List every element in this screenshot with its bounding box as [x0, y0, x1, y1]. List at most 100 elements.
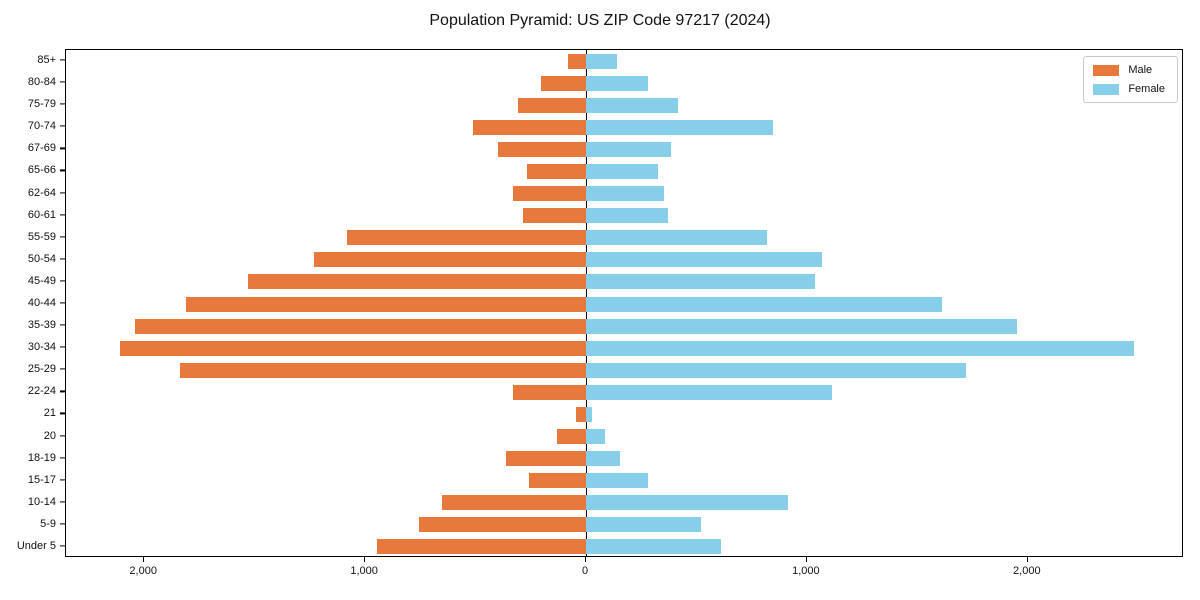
female-bar-62-64 [586, 186, 665, 202]
y-tick-label-21: 21 [43, 407, 56, 420]
female-bar-25-29 [586, 362, 966, 378]
y-tick-label-18-19: 18-19 [27, 451, 56, 464]
y-tick-mark [60, 191, 65, 194]
y-tick-mark [60, 412, 65, 415]
y-tick-mark [60, 258, 65, 260]
male-bar-30-34 [119, 340, 586, 356]
male-bar-15-17 [528, 473, 586, 489]
y-tick-label-Under 5: Under 5 [16, 539, 56, 552]
y-tick-mark [60, 236, 65, 238]
y-tick-mark [60, 434, 65, 437]
y-tick-mark [60, 81, 65, 83]
legend: Male Female [1083, 56, 1178, 103]
male-bar-80-84 [540, 75, 586, 91]
y-tick-mark [60, 523, 65, 525]
female-bar-Under 5 [586, 539, 721, 555]
male-bar-45-49 [248, 274, 586, 290]
y-tick-label-62-64: 62-64 [27, 186, 56, 199]
female-bar-67-69 [586, 141, 672, 157]
legend-female-swatch-icon [1093, 83, 1120, 95]
x-tick-label-2000: 2,000 [1013, 565, 1041, 577]
y-tick-label-15-17: 15-17 [27, 473, 56, 486]
female-bar-20 [586, 429, 605, 445]
y-tick-label-75-79: 75-79 [27, 98, 56, 111]
y-tick-label-10-14: 10-14 [27, 495, 56, 508]
male-bar-22-24 [513, 384, 586, 400]
female-bar-80-84 [586, 75, 648, 91]
y-tick-label-55-59: 55-59 [27, 230, 56, 243]
female-bar-55-59 [586, 230, 768, 246]
male-bar-21 [576, 406, 586, 422]
y-tick-mark [60, 346, 65, 348]
y-tick-mark [60, 545, 65, 547]
x-tick-mark [1026, 557, 1028, 562]
legend-female-label: Female [1128, 83, 1165, 95]
male-bar-67-69 [497, 141, 586, 157]
female-bar-30-34 [586, 340, 1134, 356]
male-bar-18-19 [506, 451, 586, 467]
y-tick-label-30-34: 30-34 [27, 341, 56, 354]
female-bar-50-54 [586, 252, 823, 268]
y-tick-label-25-29: 25-29 [27, 363, 56, 376]
y-tick-label-70-74: 70-74 [27, 120, 56, 133]
x-tick-label--2000: 2,000 [129, 565, 157, 577]
female-bar-15-17 [586, 473, 648, 489]
male-bar-75-79 [517, 97, 586, 113]
female-bar-5-9 [586, 517, 701, 533]
female-bar-22-24 [586, 384, 833, 400]
y-tick-label-45-49: 45-49 [27, 274, 56, 287]
male-bar-25-29 [179, 362, 586, 378]
male-bar-70-74 [473, 119, 586, 135]
y-tick-mark [60, 368, 65, 370]
male-bar-85+ [568, 53, 586, 69]
female-bar-35-39 [586, 318, 1017, 334]
y-tick-mark [60, 125, 65, 127]
y-tick-label-67-69: 67-69 [27, 142, 56, 155]
y-tick-label-35-39: 35-39 [27, 319, 56, 332]
female-bar-70-74 [586, 119, 773, 135]
y-tick-label-60-61: 60-61 [27, 208, 56, 221]
female-bar-40-44 [586, 296, 942, 312]
female-bar-60-61 [586, 208, 668, 224]
x-tick-label--1000: 1,000 [350, 565, 378, 577]
male-bar-35-39 [135, 318, 586, 334]
female-bar-85+ [586, 53, 617, 69]
male-bar-65-66 [527, 163, 586, 179]
y-tick-label-50-54: 50-54 [27, 252, 56, 265]
x-tick-label-0: 0 [581, 565, 589, 577]
male-bar-50-54 [314, 252, 586, 268]
x-tick-mark [805, 557, 808, 562]
y-tick-mark [60, 457, 65, 459]
legend-entry-female: Female [1093, 83, 1165, 95]
x-tick-mark [364, 557, 366, 562]
male-bar-40-44 [186, 296, 586, 312]
male-bar-5-9 [419, 517, 586, 533]
plot-area [65, 49, 1183, 557]
y-tick-label-65-66: 65-66 [27, 164, 56, 177]
female-bar-45-49 [586, 274, 815, 290]
x-tick-mark [143, 557, 145, 562]
x-tick-label-1000: 1,000 [792, 565, 820, 577]
male-bar-10-14 [442, 495, 586, 511]
female-bar-10-14 [586, 495, 789, 511]
y-tick-mark [60, 501, 65, 503]
y-tick-mark [60, 280, 65, 282]
male-bar-55-59 [347, 230, 586, 246]
y-tick-label-20: 20 [43, 429, 56, 442]
female-bar-65-66 [586, 163, 658, 179]
legend-entry-male: Male [1093, 64, 1165, 76]
male-bar-20 [557, 429, 586, 445]
y-tick-label-80-84: 80-84 [27, 76, 56, 89]
y-tick-label-40-44: 40-44 [27, 297, 56, 309]
y-tick-mark [60, 103, 65, 105]
female-bar-18-19 [586, 451, 621, 467]
male-bar-60-61 [523, 208, 586, 224]
y-tick-mark [60, 390, 65, 392]
legend-male-swatch-icon [1093, 64, 1120, 76]
y-tick-mark [60, 169, 65, 172]
y-tick-label-22-24: 22-24 [27, 385, 56, 398]
y-tick-mark [60, 147, 65, 149]
chart-title: Population Pyramid: US ZIP Code 97217 (2… [429, 12, 771, 29]
male-bar-Under 5 [377, 539, 586, 555]
